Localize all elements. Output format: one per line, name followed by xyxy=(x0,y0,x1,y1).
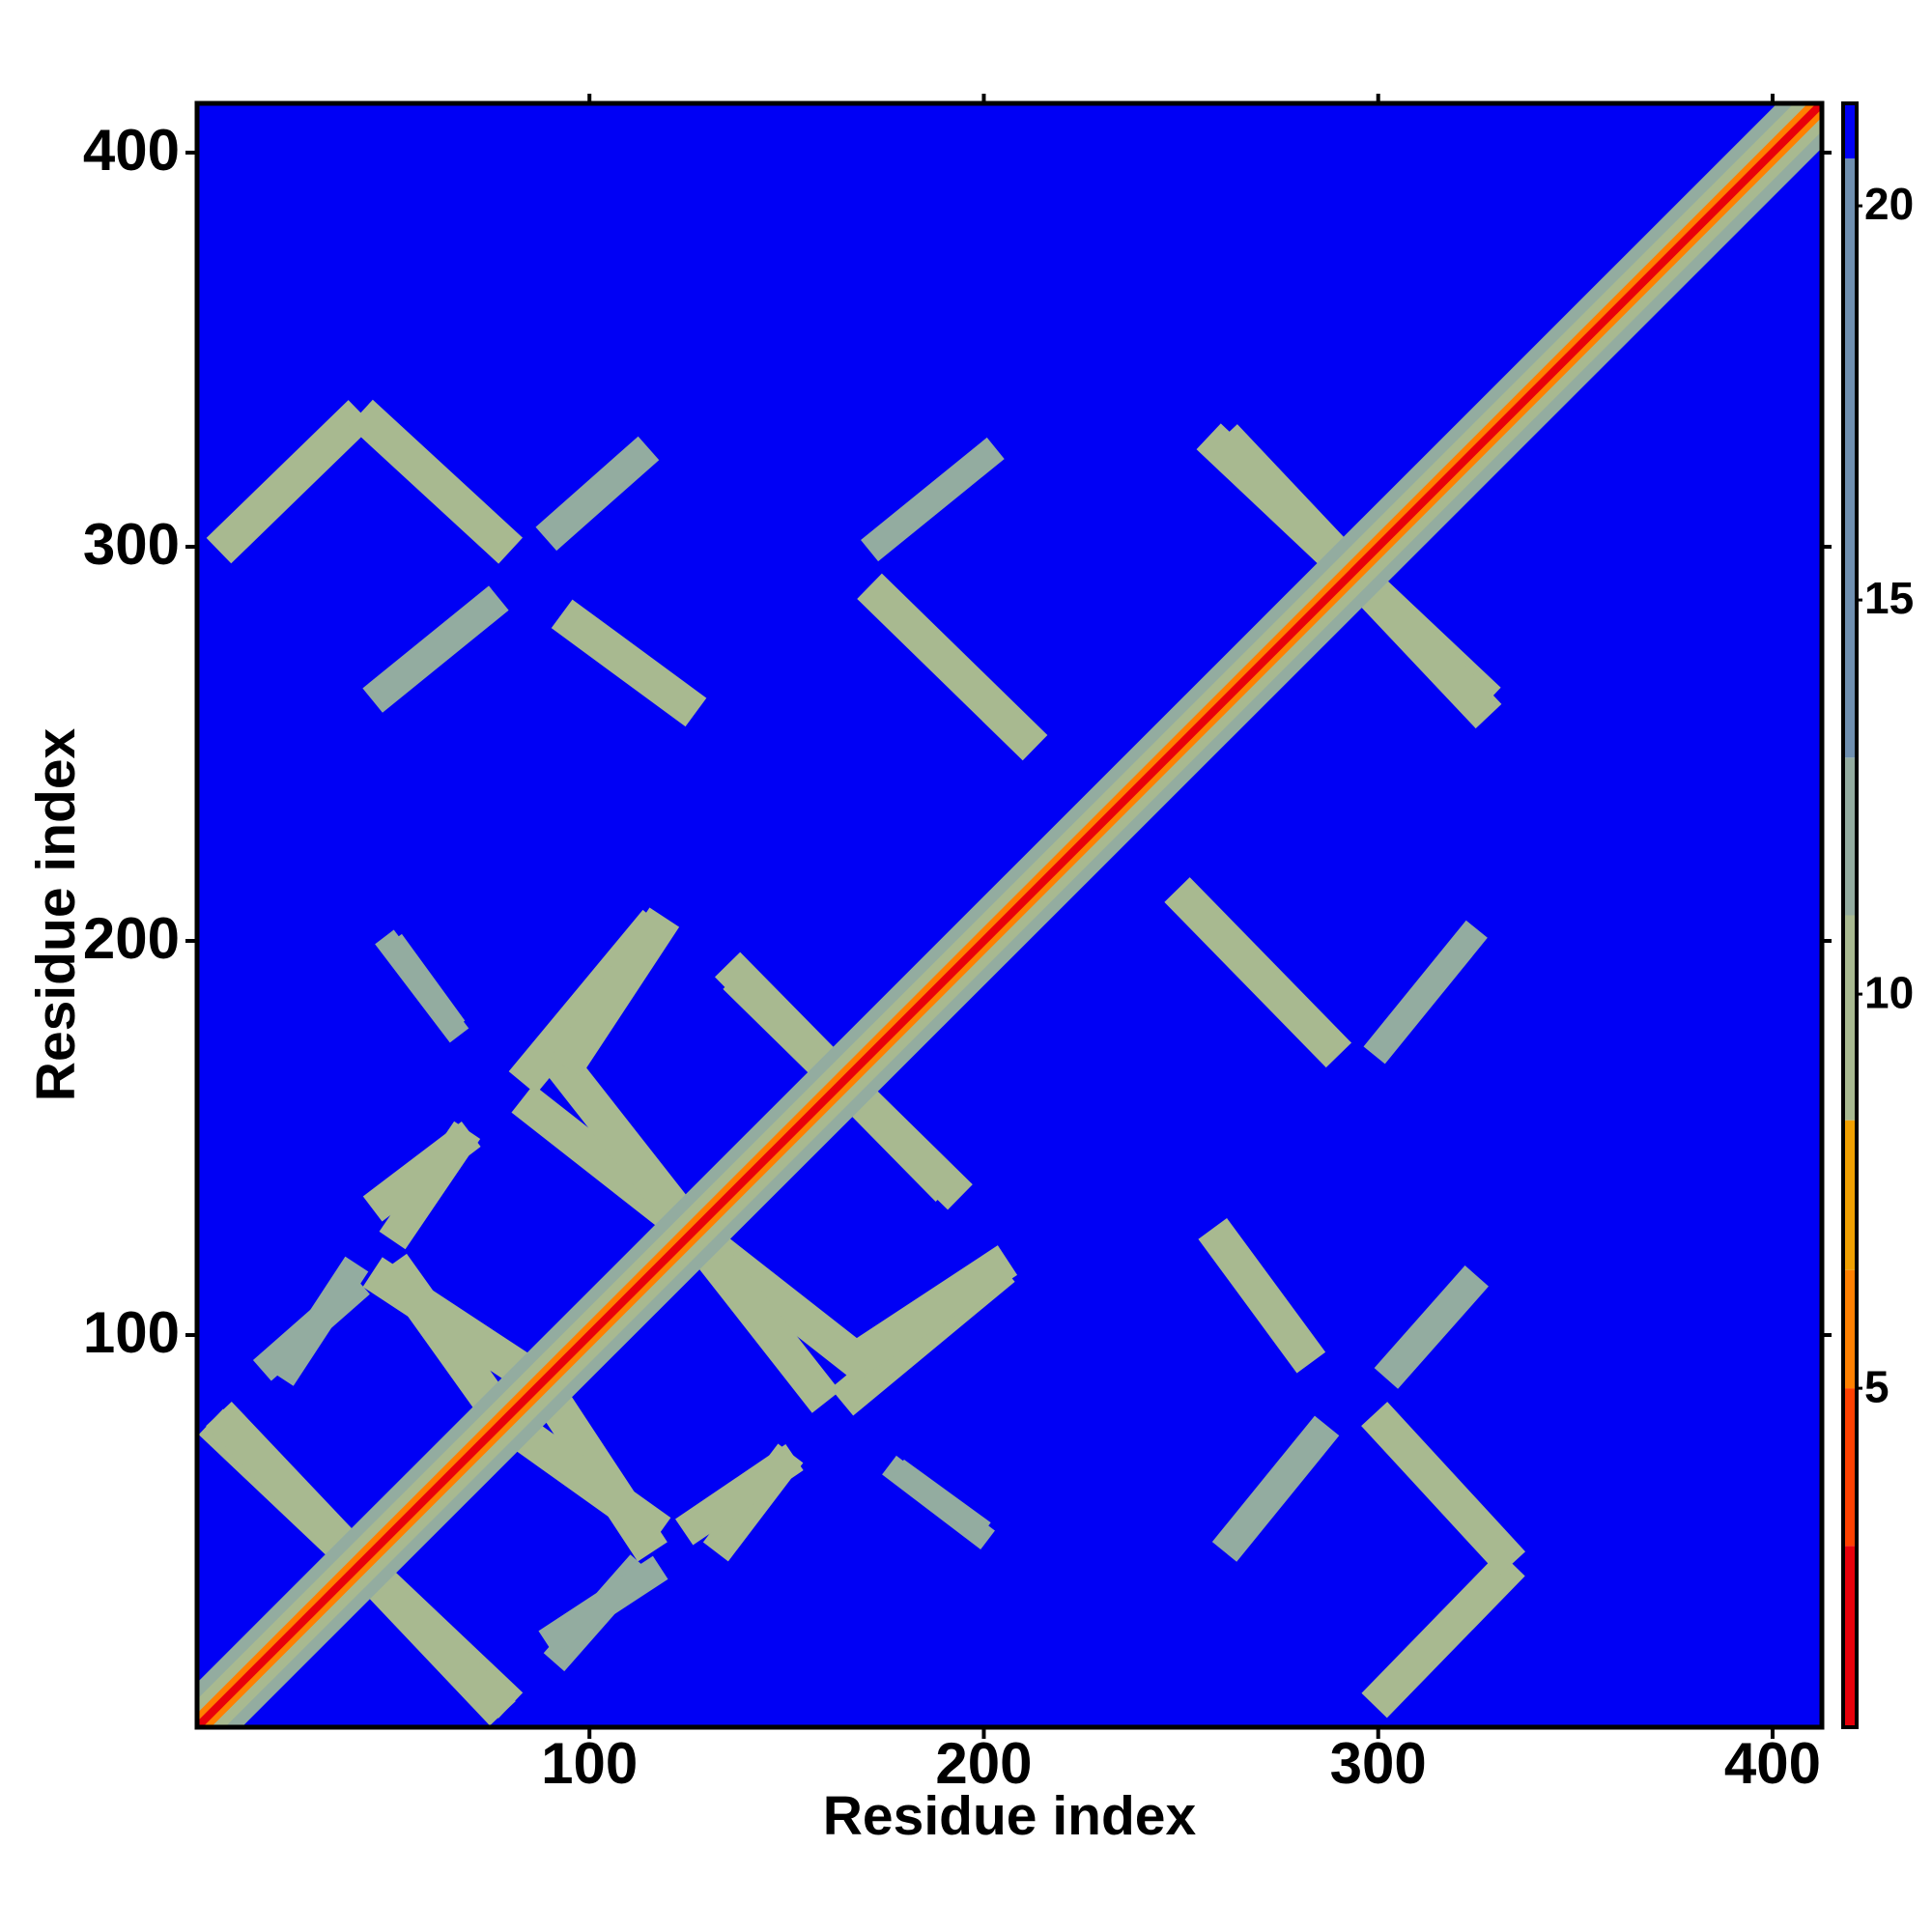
contact-band xyxy=(538,1555,668,1655)
contact-band xyxy=(890,1459,991,1542)
contact-band xyxy=(512,1419,671,1547)
y-tick-label: 200 xyxy=(83,906,180,971)
contact-band xyxy=(348,399,524,564)
plot-area xyxy=(197,103,1822,1727)
x-tick-label: 100 xyxy=(541,1731,638,1796)
colorbar-segment xyxy=(1843,757,1857,916)
contact-band xyxy=(1374,1265,1490,1389)
contact-band xyxy=(1361,1550,1525,1719)
colorbar-segment xyxy=(1843,158,1857,758)
colorbar-segment xyxy=(1843,915,1857,1121)
contact-band xyxy=(847,1245,1018,1374)
colorbar-tick-label: 5 xyxy=(1864,1361,1889,1411)
contact-band xyxy=(378,1253,506,1413)
colorbar-segment xyxy=(1843,103,1857,159)
colorbar-segment xyxy=(1843,1388,1857,1547)
colorbar-tick-label: 15 xyxy=(1864,573,1914,623)
contact-band xyxy=(197,103,1822,1727)
colorbar-segment xyxy=(1843,1269,1857,1389)
contact-band xyxy=(1198,1217,1326,1374)
contact-band xyxy=(1361,1402,1526,1577)
plot-frame xyxy=(194,100,1825,1730)
contact-band xyxy=(857,573,1048,761)
contact-band xyxy=(551,907,680,1077)
axes: 100 200 300 400 100 200 300 400 5 10 15 20 xyxy=(83,94,1914,1796)
contact-band xyxy=(383,933,466,1035)
contact-band xyxy=(1164,877,1352,1068)
x-tick-label: 400 xyxy=(1724,1731,1821,1796)
colorbar-segment xyxy=(1843,1120,1857,1270)
x-axis-title: Residue index xyxy=(823,1785,1197,1847)
contact-band xyxy=(1211,1415,1340,1562)
contact-band xyxy=(379,1121,481,1250)
contact-band xyxy=(206,400,374,564)
colorbar-tick-label: 10 xyxy=(1864,967,1914,1017)
y-tick-label: 400 xyxy=(83,118,180,183)
colorbar-segment xyxy=(1843,1546,1857,1727)
y-tick-label: 100 xyxy=(83,1300,180,1365)
colorbar-frame xyxy=(1841,101,1859,1729)
contact-band xyxy=(362,585,509,713)
colorbar-tick-label: 20 xyxy=(1864,179,1914,229)
contact-band xyxy=(270,1256,369,1386)
x-tick-label: 300 xyxy=(1330,1731,1427,1796)
x-tick-label: 200 xyxy=(935,1731,1032,1796)
contact-band xyxy=(535,436,660,552)
y-tick-label: 300 xyxy=(83,512,180,577)
contact-band xyxy=(861,437,1005,562)
contact-band xyxy=(675,1443,804,1546)
y-axis-title: Residue index xyxy=(25,727,87,1101)
contact-band xyxy=(1363,920,1488,1065)
contact-band xyxy=(551,599,707,727)
